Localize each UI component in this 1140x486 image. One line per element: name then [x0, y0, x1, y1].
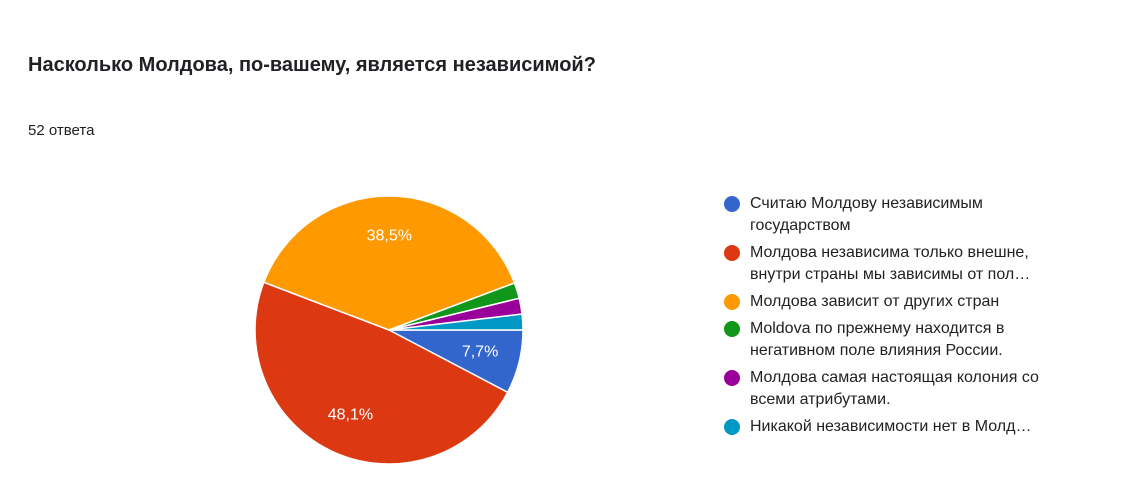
legend-swatch: [724, 245, 740, 261]
slice-label: 7,7%: [462, 344, 498, 361]
chart: 7,7% 48,1% 38,5%: [254, 195, 524, 465]
legend-item: Молдова зависит от других стран: [722, 291, 1082, 313]
subtitle: 52 ответа: [28, 122, 95, 139]
legend: Считаю Молдову независимым государством М…: [722, 193, 1082, 443]
legend-label: Молдова независима только внешне, внутри…: [750, 244, 1031, 283]
legend-label: Moldova по прежнему находится в негативн…: [750, 320, 1005, 359]
legend-label: Молдова зависит от других стран: [750, 293, 1000, 310]
legend-item: Считаю Молдову независимым государством: [722, 193, 1082, 237]
legend-label: Считаю Молдову независимым государством: [750, 195, 983, 234]
legend-item: Молдова самая настоящая колония со всеми…: [722, 367, 1082, 411]
legend-label: Никакой независимости нет в Молд…: [750, 418, 1032, 435]
pie-slice: [262, 195, 516, 331]
legend-item: Молдова независима только внешне, внутри…: [722, 242, 1082, 286]
legend-item: Moldova по прежнему находится в негативн…: [722, 318, 1082, 362]
legend-swatch: [724, 294, 740, 310]
pie-slice: [254, 281, 509, 465]
legend-item: Никакой независимости нет в Молд…: [722, 416, 1082, 438]
chart-title: Насколько Молдова, по-вашему, является н…: [28, 54, 596, 76]
legend-swatch: [724, 321, 740, 337]
slice-label: 48,1%: [328, 407, 373, 424]
pie-slice: [388, 313, 524, 331]
slice-label: 38,5%: [367, 227, 412, 244]
legend-swatch: [724, 419, 740, 435]
legend-swatch: [724, 370, 740, 386]
legend-label: Молдова самая настоящая колония со всеми…: [750, 369, 1039, 408]
legend-swatch: [724, 196, 740, 212]
